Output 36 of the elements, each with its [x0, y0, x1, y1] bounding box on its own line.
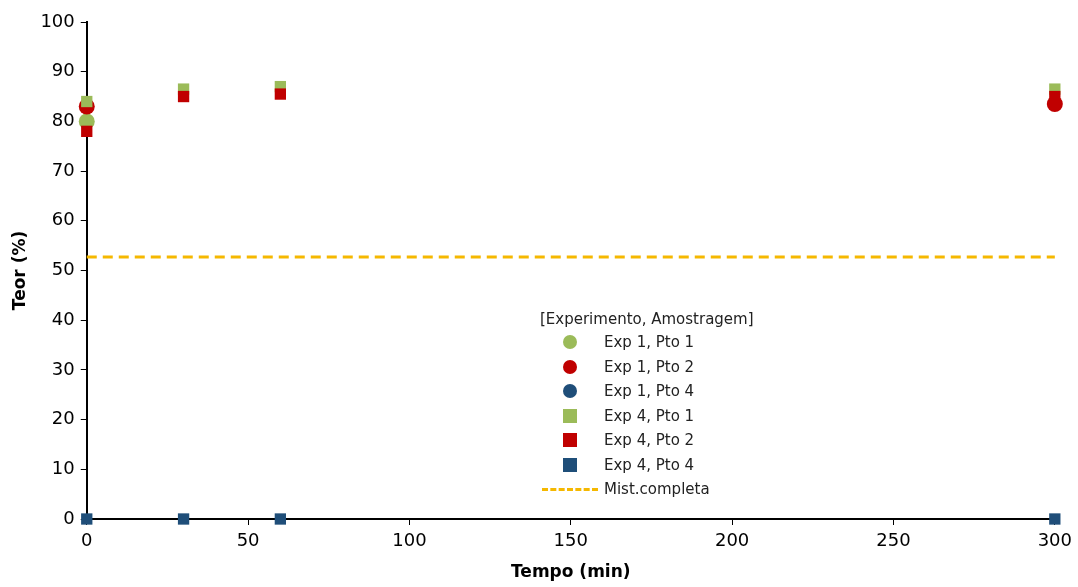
y-tick-label: 40 [51, 307, 75, 329]
y-tick-label: 50 [51, 258, 75, 280]
point [81, 95, 93, 108]
legend-title: [Experimento, Amostragem] [540, 310, 754, 328]
y-tick-label: 10 [51, 456, 75, 478]
y-tick-label: 70 [51, 158, 75, 180]
point [81, 513, 93, 525]
point [81, 125, 93, 137]
point [177, 90, 190, 103]
point [274, 513, 287, 525]
y-tick-label: 30 [51, 357, 75, 379]
x-tick-label: 50 [236, 529, 260, 551]
x-tick-label: 200 [714, 529, 750, 551]
legend-label: Exp 1, Pto 2 [604, 357, 695, 376]
point [274, 88, 287, 100]
legend-label: Exp 1, Pto 4 [604, 382, 695, 401]
y-tick-label: 80 [51, 109, 75, 131]
legend-label: Mist.completa [604, 480, 710, 499]
x-axis-title: Tempo (min) [511, 561, 631, 582]
y-tick-label: 60 [51, 208, 75, 230]
y-tick-label: 90 [51, 59, 75, 81]
x-tick-label: 300 [1037, 529, 1072, 551]
x-tick-label: 150 [553, 529, 588, 551]
legend-label: Exp 4, Pto 1 [604, 406, 695, 425]
y-axis-title: Teor (%) [8, 230, 29, 311]
legend-label: Exp 4, Pto 4 [604, 455, 695, 474]
point [1049, 513, 1061, 525]
legend-label: Exp 4, Pto 2 [604, 431, 695, 450]
x-tick-label: 100 [392, 529, 427, 551]
y-tick-label: 20 [51, 407, 75, 429]
legend-label: Exp 1, Pto 1 [604, 333, 695, 352]
x-tick-label: 250 [876, 529, 911, 551]
y-tick-label: 100 [40, 9, 75, 31]
y-tick-label: 0 [63, 506, 75, 528]
point [177, 513, 190, 525]
x-tick-label: 0 [81, 529, 93, 551]
